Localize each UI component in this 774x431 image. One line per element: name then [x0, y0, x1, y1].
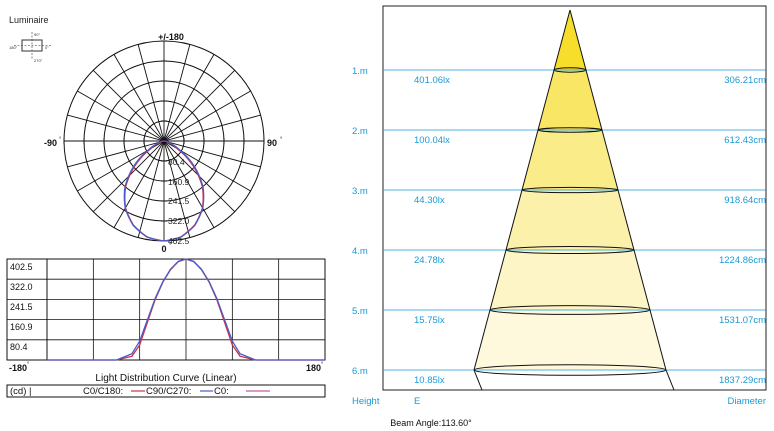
polar-ring-label: 160.9 [168, 177, 190, 187]
beam-row-ellipse [537, 127, 603, 133]
beam-row-ellipse [505, 245, 635, 255]
height-label: 3.m [352, 186, 368, 197]
diameter-value: 1224.86cm [719, 255, 766, 266]
luminaire-icon-bottom: 270° [34, 58, 43, 63]
linear-y-tick: 241.5 [10, 302, 33, 312]
polar-ring-label: 80.4 [168, 157, 185, 167]
luminaire-label: Luminaire [9, 15, 49, 25]
illuminance-value: 401.06lx [414, 75, 450, 86]
polar-left-label: -90 [44, 138, 57, 148]
linear-curve-series-2 [47, 258, 325, 361]
linear-x-left: -180 [9, 363, 27, 373]
luminaire-icon: 90° 180° 0° 270° [9, 32, 52, 63]
beam-band [506, 190, 634, 250]
legend-box [6, 384, 326, 398]
linear-frame [6, 258, 326, 361]
diameter-value: 918.64cm [724, 195, 766, 206]
illuminance-value: 100.04lx [414, 135, 450, 146]
linear-x-left-degree: ° [27, 362, 30, 368]
beam-row-ellipse [489, 305, 651, 315]
polar-curve-series-2 [123, 140, 205, 242]
polar-ring-label: 402.5 [168, 236, 190, 246]
beam-angle-label: Beam Angle:113.60° [390, 418, 472, 428]
polar-left-degree: ° [59, 137, 62, 143]
linear-chart: 402.5 322.0 241.5 160.9 80.4 -180 ° 180 … [6, 258, 326, 398]
linear-y-ticks: 402.5 322.0 241.5 160.9 80.4 [10, 262, 33, 352]
polar-top-label: +/-180 [158, 32, 184, 42]
height-label: 1.m [352, 66, 368, 77]
beam-edge-left-ext [473, 369, 483, 391]
polar-ring-label: 322.0 [168, 216, 190, 226]
legend-c0-label: C0: [214, 386, 229, 397]
beam-band [474, 310, 666, 370]
beam-band [554, 10, 586, 70]
diameter-value: 306.21cm [724, 75, 766, 86]
linear-x-right-degree: ° [321, 362, 324, 368]
diameter-value: 612.43cm [724, 135, 766, 146]
illuminance-value: 10.85lx [414, 375, 445, 386]
linear-y-tick: 322.0 [10, 282, 33, 292]
illuminance-column-label: E [414, 396, 420, 407]
diameter-value: 1837.29cm [719, 375, 766, 386]
height-label: 5.m [352, 306, 368, 317]
beam-frame [382, 5, 767, 391]
diameter-column-label: Diameter [727, 396, 766, 407]
polar-diagram [63, 40, 265, 242]
legend-unit: (cd) | [10, 386, 31, 397]
beam-rows: 1.m 401.06lx 306.21cm 2.m 100.04lx 612.43cm 3.… [352, 66, 766, 386]
polar-bottom-label: 0 [161, 244, 166, 254]
beam-band [522, 130, 618, 190]
beam-row-ellipse [521, 186, 619, 194]
linear-legend: (cd) | C0/C180: C90/C270: C0: [6, 384, 326, 398]
height-label: 6.m [352, 366, 368, 377]
beam-row-ellipse [473, 364, 667, 376]
beam-edge-right-ext [665, 369, 675, 391]
linear-y-tick: 160.9 [10, 322, 33, 332]
linear-y-tick: 402.5 [10, 262, 33, 272]
beam-panel: 1.m 401.06lx 306.21cm 2.m 100.04lx 612.43cm 3.… [352, 5, 767, 428]
beam-band [538, 70, 602, 130]
illuminance-value: 15.75lx [414, 315, 445, 326]
luminaire-icon-right: 0° [45, 45, 49, 50]
luminaire-icon-top: 90° [34, 32, 40, 37]
linear-y-tick: 80.4 [10, 342, 28, 352]
beam-band [490, 250, 650, 310]
height-column-label: Height [352, 396, 380, 407]
linear-series [47, 258, 325, 361]
diameter-value: 1531.07cm [719, 315, 766, 326]
beam-cone [473, 9, 675, 391]
polar-ring-label: 241.5 [168, 196, 190, 206]
polar-ring-labels: 80.4 160.9 241.5 322.0 402.5 [168, 157, 190, 246]
polar-bottom-degree: ° [169, 243, 172, 249]
beam-row-ellipse [553, 67, 587, 73]
polar-right-degree: ° [280, 137, 283, 143]
linear-x-right: 180 [306, 363, 321, 373]
illuminance-value: 44.30lx [414, 195, 445, 206]
legend-c90c270-label: C90/C270: [146, 386, 191, 397]
polar-right-label: 90 [267, 138, 277, 148]
illuminance-value: 24.78lx [414, 255, 445, 266]
luminaire-icon-left: 180° [9, 45, 18, 50]
height-label: 4.m [352, 246, 368, 257]
height-label: 2.m [352, 126, 368, 137]
legend-c0c180-label: C0/C180: [83, 386, 123, 397]
linear-title: Light Distribution Curve (Linear) [95, 373, 236, 384]
linear-grid [7, 259, 325, 360]
